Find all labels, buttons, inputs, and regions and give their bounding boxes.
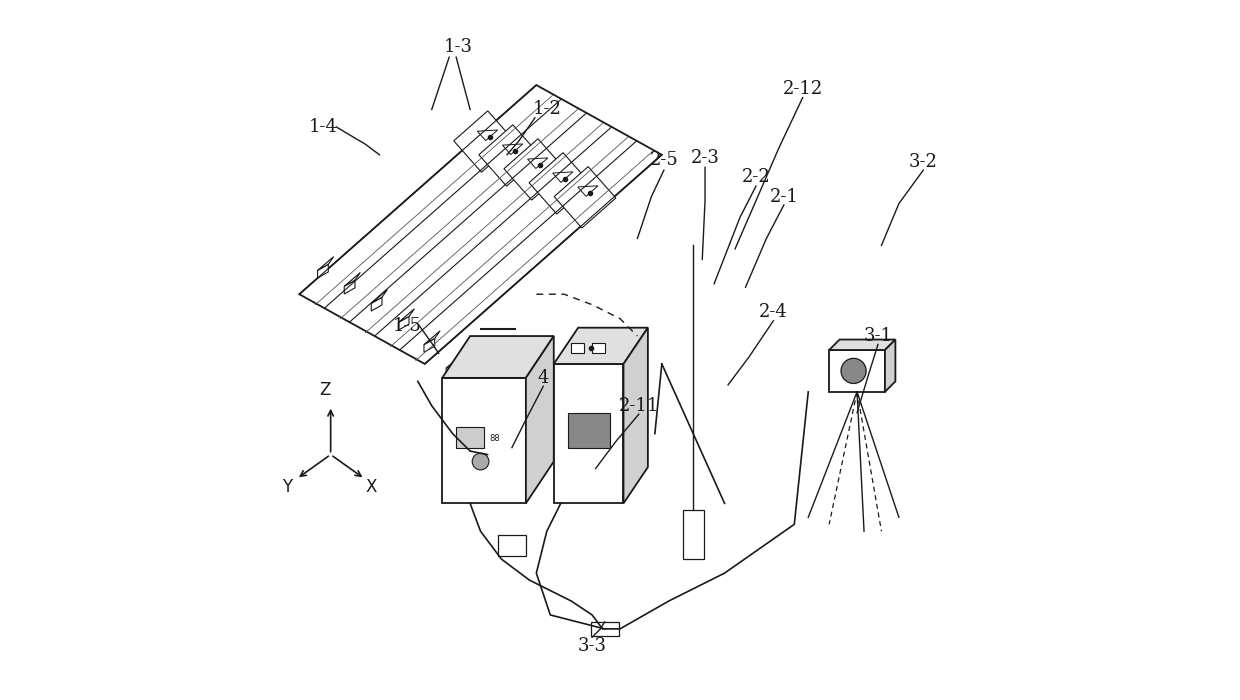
Polygon shape (529, 153, 590, 214)
Polygon shape (683, 510, 703, 559)
Polygon shape (885, 340, 895, 392)
Polygon shape (443, 378, 526, 503)
Text: Z: Z (320, 382, 331, 399)
Polygon shape (398, 316, 409, 330)
Polygon shape (371, 298, 382, 311)
Polygon shape (624, 328, 647, 503)
Polygon shape (479, 125, 541, 186)
Polygon shape (371, 290, 387, 303)
Polygon shape (554, 364, 624, 503)
Polygon shape (498, 535, 526, 556)
Text: 2-12: 2-12 (782, 80, 823, 97)
Polygon shape (454, 111, 516, 172)
Polygon shape (424, 339, 435, 352)
Text: 2-1: 2-1 (769, 188, 799, 206)
Polygon shape (317, 265, 329, 278)
Polygon shape (503, 139, 565, 200)
Polygon shape (345, 280, 355, 294)
Polygon shape (830, 340, 895, 350)
Text: 88: 88 (489, 433, 500, 442)
Text: 2-2: 2-2 (742, 168, 770, 186)
Circle shape (841, 358, 866, 384)
Text: 3-1: 3-1 (863, 327, 893, 345)
Polygon shape (446, 354, 463, 368)
Polygon shape (398, 309, 414, 323)
Text: 1-3: 1-3 (444, 38, 472, 56)
Polygon shape (590, 622, 619, 636)
Polygon shape (830, 350, 885, 392)
FancyBboxPatch shape (568, 413, 610, 447)
FancyBboxPatch shape (456, 427, 484, 447)
FancyBboxPatch shape (593, 343, 605, 354)
Polygon shape (554, 167, 616, 228)
Text: 2-11: 2-11 (619, 397, 658, 415)
Text: 2-5: 2-5 (650, 151, 678, 169)
Text: Y: Y (281, 478, 293, 496)
Circle shape (472, 453, 489, 470)
Text: 3-3: 3-3 (578, 637, 606, 655)
Text: 2-3: 2-3 (691, 149, 719, 167)
Polygon shape (443, 336, 554, 378)
Polygon shape (446, 362, 456, 376)
Text: 4: 4 (538, 369, 549, 387)
FancyBboxPatch shape (572, 343, 584, 354)
Text: 1-4: 1-4 (309, 118, 339, 136)
Polygon shape (554, 328, 647, 364)
Polygon shape (317, 257, 334, 270)
Text: 3-2: 3-2 (909, 153, 937, 171)
Text: 1-2: 1-2 (532, 101, 562, 118)
Text: 2-4: 2-4 (759, 302, 787, 321)
Polygon shape (424, 331, 440, 344)
Polygon shape (526, 336, 554, 503)
Polygon shape (345, 272, 361, 286)
Text: 1-5: 1-5 (393, 316, 422, 335)
Text: X: X (365, 478, 377, 496)
